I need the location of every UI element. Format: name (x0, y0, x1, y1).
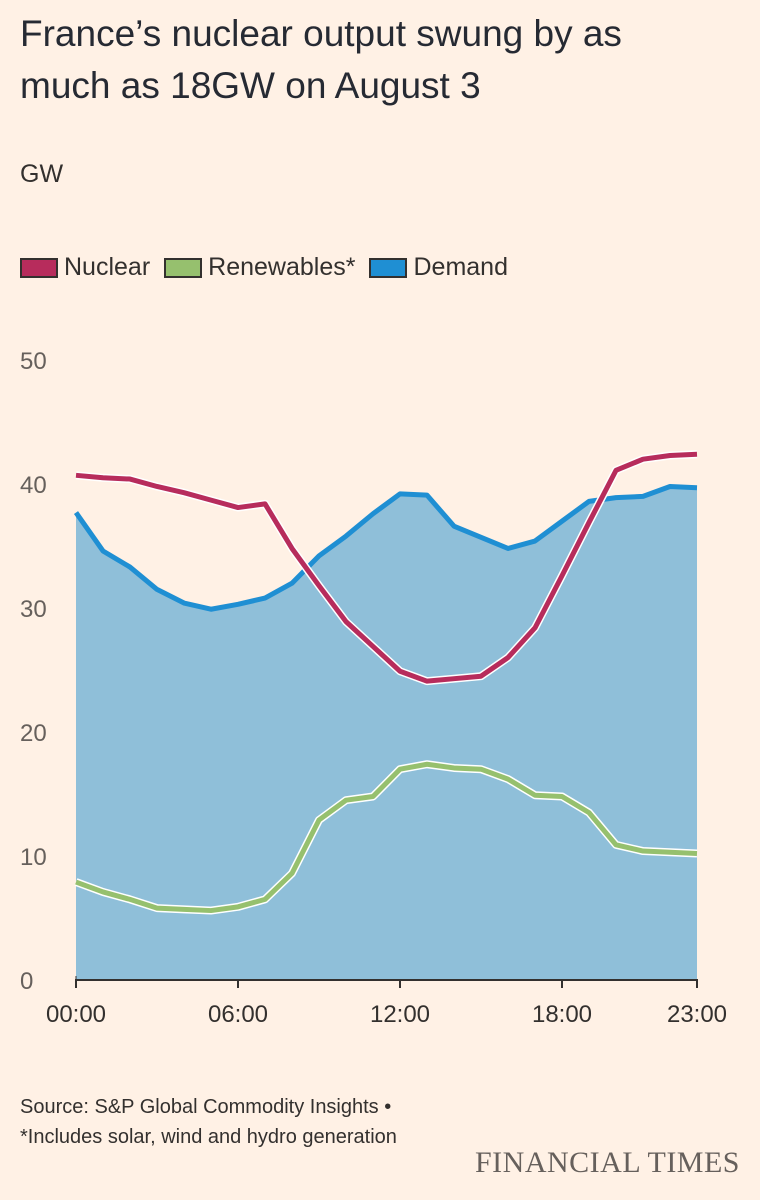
x-tick-label-1200: 12:00 (370, 1001, 430, 1028)
x-tick-label-1800: 18:00 (532, 1001, 592, 1028)
y-tick-label-10: 10 (20, 844, 47, 871)
chart-title: France’s nuclear output swung by as much… (20, 13, 622, 106)
legend-label-renewables: Renewables* (208, 253, 356, 281)
legend-item-demand: Demand (369, 253, 508, 282)
legend-swatch-renewables (164, 257, 203, 278)
demand-line (73, 483, 698, 612)
source-note: Source: S&P Global Commodity Insights • … (20, 1096, 397, 1148)
y-tick-label-50: 50 (20, 348, 47, 375)
legend-item-nuclear: Nuclear (20, 253, 150, 282)
publisher-logo: FINANCIAL TIMES (474, 1146, 740, 1179)
renewables-line (75, 761, 698, 914)
y-tick-label-20: 20 (20, 720, 47, 747)
x-tick-label-0600: 06:00 (208, 1001, 268, 1028)
y-tick-label-0: 0 (20, 968, 33, 995)
legend-item-renewables: Renewables* (164, 253, 355, 282)
line-chart: 0 10 20 30 40 50 00:00 06:00 12:00 18:00 23:00 (20, 348, 727, 1028)
legend-label-demand: Demand (413, 253, 508, 281)
y-axis-unit-label: GW (20, 160, 64, 188)
nuclear-line (75, 451, 698, 684)
x-tick-label-0000: 00:00 (46, 1001, 106, 1028)
x-tick-label-2300: 23:00 (667, 1001, 727, 1028)
y-tick-label-30: 30 (20, 596, 47, 623)
legend-label-nuclear: Nuclear (64, 253, 151, 281)
legend-swatch-demand (369, 257, 408, 278)
legend-swatch-nuclear (20, 257, 58, 278)
legend: Nuclear Renewables* Demand (20, 253, 522, 282)
y-tick-label-40: 40 (20, 472, 47, 499)
